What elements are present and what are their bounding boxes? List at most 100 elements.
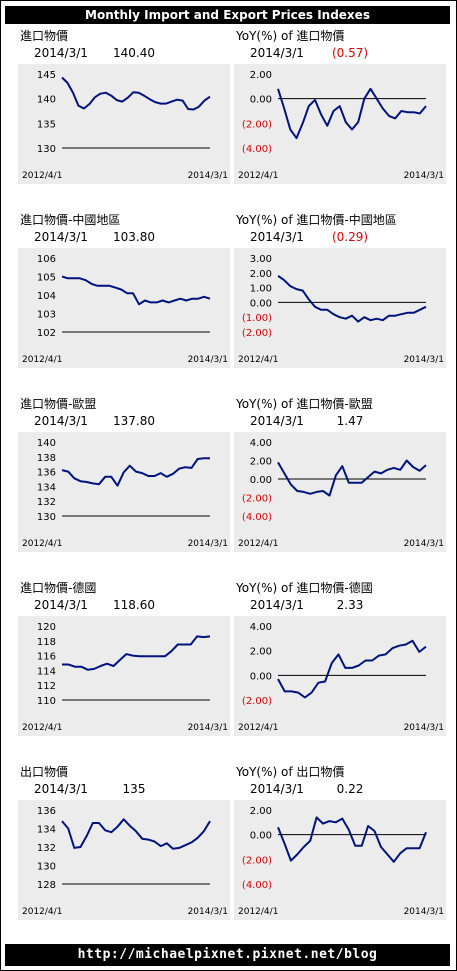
series-line bbox=[61, 76, 211, 111]
y-tick-label: 0.00 bbox=[250, 298, 272, 309]
chart-date: 2014/3/1 bbox=[250, 782, 304, 796]
series-line bbox=[277, 639, 427, 699]
chart-panel bbox=[18, 616, 230, 736]
chart-title: 進口物價 bbox=[20, 29, 68, 43]
y-tick-label: 118 bbox=[37, 637, 56, 648]
y-tick-label: (2.00) bbox=[242, 696, 272, 707]
y-tick-label: 136 bbox=[37, 806, 56, 817]
chart-panel bbox=[18, 64, 230, 184]
chart-title: YoY(%) of 進口物價-歐盟 bbox=[235, 396, 373, 411]
chart-latest-value: (0.29) bbox=[332, 230, 368, 244]
chart-title: YoY(%) of 進口物價-中國地區 bbox=[235, 212, 397, 227]
y-tick-label: (4.00) bbox=[242, 144, 272, 155]
y-tick-label: 145 bbox=[37, 70, 56, 81]
chart-panel bbox=[18, 432, 230, 552]
y-tick-label: (2.00) bbox=[242, 119, 272, 130]
x-tick-label-start: 2012/4/1 bbox=[238, 539, 278, 549]
x-tick-label-start: 2012/4/1 bbox=[22, 355, 62, 365]
y-tick-label: 103 bbox=[37, 310, 56, 321]
chart-latest-value: 0.22 bbox=[337, 782, 364, 796]
y-tick-label: 2.00 bbox=[250, 457, 272, 468]
y-tick-label: (2.00) bbox=[242, 855, 272, 866]
y-tick-label: 104 bbox=[37, 291, 56, 302]
y-tick-label: 2.00 bbox=[250, 806, 272, 817]
chart-panel bbox=[18, 248, 230, 368]
y-tick-label: 2.00 bbox=[250, 70, 272, 81]
page-title-bar: Monthly Import and Export Prices Indexes bbox=[5, 6, 450, 24]
chart-latest-value: 118.60 bbox=[113, 598, 155, 612]
chart-latest-value: 2.33 bbox=[337, 598, 364, 612]
y-tick-label: 132 bbox=[37, 497, 56, 508]
y-tick-label: 135 bbox=[37, 119, 56, 130]
chart-10: YoY(%) of 出口物價 2014/3/1 0.22 2.00 0.00 (2.00)… bbox=[234, 765, 446, 920]
y-tick-label: 130 bbox=[37, 512, 56, 523]
page-title: Monthly Import and Export Prices Indexes bbox=[85, 8, 370, 22]
footer-url: http://michaelpixnet.pixnet.net/blog bbox=[77, 947, 378, 962]
x-tick-label-start: 2012/4/1 bbox=[238, 907, 278, 917]
series-line bbox=[61, 818, 211, 850]
chart-latest-value: 140.40 bbox=[113, 46, 155, 60]
series-line bbox=[61, 275, 211, 306]
chart-date: 2014/3/1 bbox=[34, 782, 88, 796]
chart-date: 2014/3/1 bbox=[250, 598, 304, 612]
y-tick-label: 0.00 bbox=[250, 475, 272, 486]
y-tick-label: (2.00) bbox=[242, 494, 272, 505]
footer-bar: http://michaelpixnet.pixnet.net/blog bbox=[5, 944, 450, 966]
series-line bbox=[277, 459, 427, 497]
y-tick-label: (4.00) bbox=[242, 880, 272, 891]
chart-title: 進口物價-德國 bbox=[20, 580, 96, 595]
y-tick-label: 102 bbox=[37, 328, 56, 339]
chart-6: YoY(%) of 進口物價-歐盟 2014/3/1 1.47 4.00 2.00 0.0… bbox=[234, 396, 446, 552]
y-tick-label: 3.00 bbox=[250, 254, 272, 265]
y-tick-label: 0.00 bbox=[250, 671, 272, 682]
y-tick-label: 130 bbox=[37, 144, 56, 155]
chart-7: 進口物價-德國 2014/3/1 118.60 120 118 116 114 112 110 2… bbox=[18, 580, 230, 736]
chart-date: 2014/3/1 bbox=[34, 230, 88, 244]
series-line bbox=[277, 87, 427, 140]
y-tick-label: 138 bbox=[37, 453, 56, 464]
chart-9: 出口物價 2014/3/1 135 136 134 132 130 128 2012/4/1 20… bbox=[18, 765, 230, 920]
x-tick-label-start: 2012/4/1 bbox=[238, 171, 278, 181]
y-tick-label: 106 bbox=[37, 254, 56, 265]
chart-panel bbox=[234, 64, 446, 184]
x-tick-label-end: 2014/3/1 bbox=[404, 907, 444, 917]
chart-latest-value: 135 bbox=[123, 782, 146, 796]
y-tick-label: 114 bbox=[37, 666, 56, 677]
y-tick-label: 140 bbox=[37, 95, 56, 106]
chart-panel bbox=[18, 800, 230, 920]
series-line bbox=[277, 274, 427, 323]
series-line bbox=[277, 816, 427, 863]
x-tick-label-end: 2014/3/1 bbox=[188, 723, 228, 733]
x-tick-label-end: 2014/3/1 bbox=[188, 355, 228, 365]
chart-title: YoY(%) of 進口物價 bbox=[235, 29, 344, 43]
x-tick-label-start: 2012/4/1 bbox=[22, 723, 62, 733]
x-tick-label-end: 2014/3/1 bbox=[188, 539, 228, 549]
chart-8: YoY(%) of 進口物價-德國 2014/3/1 2.33 4.00 2.00 0.0… bbox=[234, 580, 446, 736]
chart-title: 進口物價-歐盟 bbox=[20, 396, 96, 411]
chart-latest-value: (0.57) bbox=[332, 46, 368, 60]
chart-title: 進口物價-中國地區 bbox=[20, 212, 120, 227]
chart-1: 進口物價 2014/3/1 140.40 145 140 135 130 2012/4/1 20… bbox=[18, 29, 230, 184]
chart-panel bbox=[234, 432, 446, 552]
y-tick-label: 140 bbox=[37, 438, 56, 449]
y-tick-label: 4.00 bbox=[250, 622, 272, 633]
series-line bbox=[61, 457, 210, 487]
y-tick-label: 112 bbox=[37, 681, 56, 692]
y-tick-label: (1.00) bbox=[242, 313, 272, 324]
y-tick-label: 116 bbox=[37, 652, 56, 663]
y-tick-label: (2.00) bbox=[242, 328, 272, 339]
y-tick-label: 132 bbox=[37, 843, 56, 854]
x-tick-label-end: 2014/3/1 bbox=[404, 355, 444, 365]
y-tick-label: 134 bbox=[37, 482, 56, 493]
chart-latest-value: 1.47 bbox=[337, 414, 364, 428]
chart-date: 2014/3/1 bbox=[34, 414, 88, 428]
x-tick-label-end: 2014/3/1 bbox=[404, 723, 444, 733]
y-tick-label: 136 bbox=[37, 468, 56, 479]
x-tick-label-start: 2012/4/1 bbox=[22, 907, 62, 917]
chart-title: 出口物價 bbox=[20, 765, 68, 779]
x-tick-label-end: 2014/3/1 bbox=[188, 907, 228, 917]
x-tick-label-end: 2014/3/1 bbox=[188, 171, 228, 181]
chart-date: 2014/3/1 bbox=[34, 46, 88, 60]
chart-panel bbox=[234, 248, 446, 368]
y-tick-label: 130 bbox=[37, 862, 56, 873]
